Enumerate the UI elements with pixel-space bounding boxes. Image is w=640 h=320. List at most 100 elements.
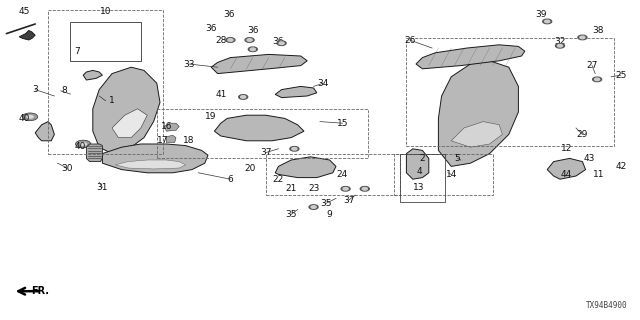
Text: 2: 2 (420, 154, 425, 163)
Text: 27: 27 (586, 61, 598, 70)
Circle shape (228, 39, 233, 41)
Circle shape (239, 95, 248, 99)
Circle shape (250, 48, 255, 51)
Text: 36: 36 (205, 24, 217, 33)
Circle shape (76, 140, 91, 148)
Text: 31: 31 (97, 183, 108, 192)
Circle shape (360, 187, 369, 191)
Text: 1: 1 (109, 96, 115, 105)
Text: 29: 29 (577, 130, 588, 139)
Polygon shape (275, 86, 317, 98)
Text: 14: 14 (445, 170, 457, 179)
Text: 17: 17 (157, 136, 169, 145)
Circle shape (279, 42, 284, 44)
Polygon shape (416, 45, 525, 69)
Text: 26: 26 (404, 36, 415, 44)
Text: 5: 5 (455, 154, 460, 163)
Polygon shape (166, 135, 176, 142)
Polygon shape (214, 115, 304, 141)
Text: 28: 28 (215, 36, 227, 44)
Text: 8: 8 (61, 86, 67, 95)
Text: 7: 7 (74, 47, 79, 56)
Circle shape (26, 115, 34, 119)
Text: 32: 32 (554, 37, 566, 46)
Circle shape (248, 47, 257, 52)
Text: 30: 30 (61, 164, 73, 172)
Text: 44: 44 (561, 170, 572, 179)
Text: 33: 33 (183, 60, 195, 68)
Circle shape (247, 39, 252, 41)
Bar (406, 38, 614, 146)
Bar (48, 10, 163, 154)
Circle shape (292, 148, 297, 150)
Circle shape (22, 113, 38, 121)
Text: 39: 39 (535, 10, 547, 19)
Text: 45: 45 (19, 7, 30, 16)
Text: 3: 3 (33, 85, 38, 94)
Text: 20: 20 (244, 164, 255, 172)
Circle shape (309, 205, 318, 209)
Circle shape (557, 44, 563, 47)
Text: 12: 12 (561, 144, 572, 153)
Circle shape (343, 188, 348, 190)
Text: 43: 43 (583, 154, 595, 163)
Text: 40: 40 (74, 142, 86, 151)
Text: 11: 11 (593, 170, 604, 179)
Text: 10: 10 (100, 7, 111, 16)
Circle shape (290, 147, 299, 151)
Circle shape (341, 187, 350, 191)
Text: 35: 35 (285, 210, 297, 219)
Polygon shape (83, 70, 102, 80)
Text: 21: 21 (285, 184, 297, 193)
Polygon shape (406, 149, 429, 179)
Text: FR.: FR. (31, 286, 49, 296)
Text: 37: 37 (343, 196, 355, 204)
Polygon shape (112, 109, 147, 138)
Text: TX94B4900: TX94B4900 (586, 301, 627, 310)
Circle shape (595, 78, 600, 81)
Text: 22: 22 (273, 175, 284, 184)
Circle shape (245, 38, 254, 42)
Text: 36: 36 (247, 26, 259, 35)
Text: 36: 36 (273, 37, 284, 46)
Circle shape (543, 19, 552, 24)
Polygon shape (93, 67, 160, 154)
Bar (157, 109, 368, 158)
Text: 9: 9 (327, 210, 332, 219)
Text: 23: 23 (308, 184, 319, 193)
Text: 41: 41 (215, 90, 227, 99)
Text: 40: 40 (19, 114, 30, 123)
Bar (266, 154, 400, 195)
Text: 13: 13 (413, 183, 425, 192)
Text: 19: 19 (205, 112, 217, 121)
Bar (400, 154, 445, 202)
Circle shape (362, 188, 367, 190)
Text: 35: 35 (321, 199, 332, 208)
Polygon shape (19, 30, 35, 40)
Circle shape (226, 38, 235, 42)
Circle shape (241, 96, 246, 98)
Circle shape (79, 142, 87, 146)
Text: 4: 4 (417, 167, 422, 176)
Polygon shape (275, 157, 336, 178)
Text: 37: 37 (260, 148, 271, 157)
Text: 6: 6 (228, 175, 233, 184)
Text: 38: 38 (593, 26, 604, 35)
Circle shape (593, 77, 602, 82)
Text: 34: 34 (317, 79, 329, 88)
Circle shape (545, 20, 550, 23)
Text: 24: 24 (337, 170, 348, 179)
Polygon shape (164, 123, 179, 131)
Polygon shape (115, 160, 186, 169)
Polygon shape (438, 61, 518, 166)
Text: 15: 15 (337, 119, 348, 128)
Circle shape (311, 206, 316, 208)
Circle shape (578, 35, 587, 40)
Text: 42: 42 (615, 162, 627, 171)
Polygon shape (211, 54, 307, 74)
Text: 36: 36 (223, 10, 235, 19)
Circle shape (580, 36, 585, 39)
Bar (394, 154, 493, 195)
Text: 18: 18 (183, 136, 195, 145)
Text: 16: 16 (161, 122, 172, 131)
